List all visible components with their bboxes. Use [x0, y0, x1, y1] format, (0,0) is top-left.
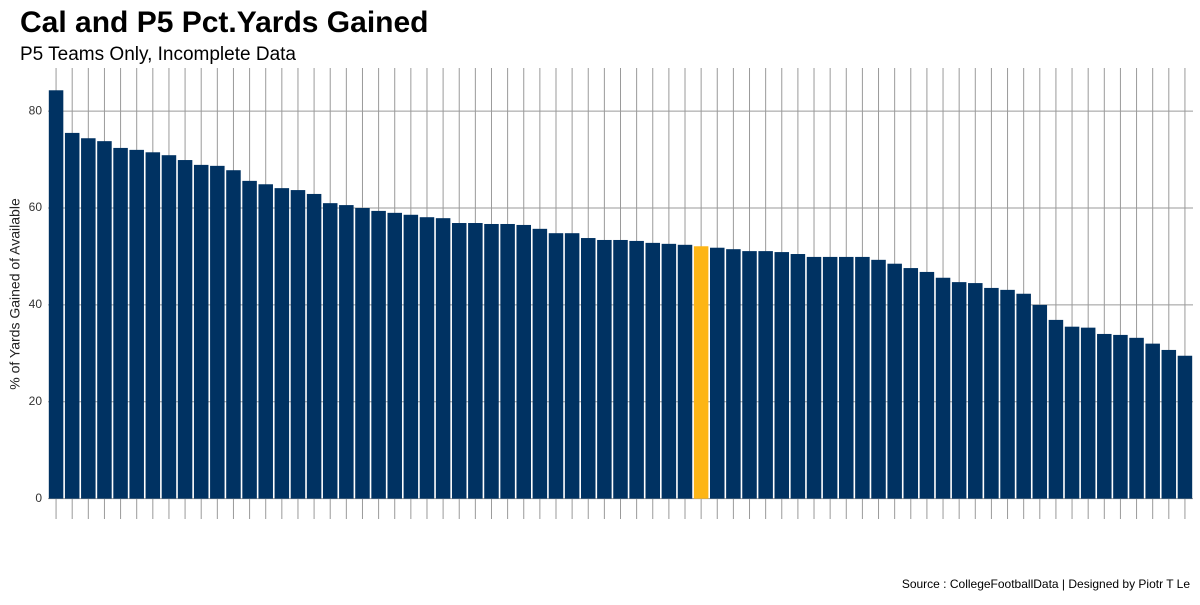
- bar: [564, 233, 580, 499]
- bar: [306, 193, 322, 499]
- bar: [710, 247, 725, 499]
- bar: [693, 246, 709, 499]
- bar: [242, 180, 257, 499]
- bar: [258, 184, 273, 499]
- bar: [968, 283, 983, 499]
- y-axis-label: % of Yards Gained of Available: [7, 198, 23, 390]
- bar: [97, 141, 112, 499]
- bar: [532, 228, 548, 499]
- bar: [1000, 289, 1015, 499]
- bar: [629, 240, 644, 499]
- y-tick-label: 60: [29, 200, 43, 214]
- bar: [1032, 304, 1048, 499]
- bar: [451, 223, 467, 499]
- bar: [129, 149, 144, 499]
- bar: [1113, 334, 1128, 499]
- bar: [339, 205, 354, 499]
- bar: [290, 190, 306, 499]
- bar: [177, 160, 193, 499]
- bar: [81, 138, 96, 499]
- bar: [371, 210, 386, 499]
- y-tick-label: 80: [29, 103, 43, 117]
- bar: [500, 223, 515, 499]
- bar: [435, 218, 451, 499]
- bar: [468, 223, 483, 499]
- bar: [48, 90, 64, 499]
- bar: [145, 152, 161, 499]
- bar: [226, 170, 241, 499]
- bar: [822, 256, 838, 499]
- bar: [661, 243, 677, 499]
- bar: [919, 271, 935, 499]
- bar: [580, 238, 596, 499]
- bar: [161, 155, 177, 499]
- bar: [1064, 326, 1080, 499]
- bar: [322, 203, 338, 499]
- bar: [1145, 343, 1160, 499]
- y-tick-label: 0: [35, 491, 42, 505]
- bar: [855, 256, 870, 499]
- bar: [1048, 319, 1064, 499]
- bar: [742, 251, 757, 499]
- bar: [613, 239, 628, 499]
- bar: [677, 244, 693, 499]
- bar: [839, 256, 854, 499]
- bar: [935, 277, 951, 499]
- bar: [1097, 333, 1112, 499]
- bar: [516, 224, 531, 499]
- bar: [597, 239, 612, 499]
- bar: [64, 132, 80, 499]
- bar: [193, 164, 209, 499]
- bar: [1177, 355, 1193, 499]
- bar: [774, 252, 790, 499]
- bar: [403, 214, 419, 499]
- bar: [951, 282, 967, 499]
- bar: [1129, 337, 1144, 499]
- bar: [984, 287, 999, 499]
- bar: [1080, 327, 1096, 499]
- bar: [1161, 349, 1177, 499]
- chart-subtitle: P5 Teams Only, Incomplete Data: [20, 44, 296, 65]
- bar: [419, 217, 435, 499]
- y-tick-label: 40: [29, 297, 43, 311]
- bar: [274, 188, 290, 499]
- bar: [484, 223, 499, 499]
- chart-title: Cal and P5 Pct.Yards Gained: [20, 6, 429, 39]
- bar: [790, 254, 806, 499]
- bar: [758, 251, 773, 499]
- bar: [645, 242, 661, 499]
- bar: [1016, 293, 1031, 499]
- bar: [871, 259, 886, 499]
- bar: [113, 147, 128, 499]
- bar: [355, 207, 370, 499]
- bar: [387, 212, 402, 499]
- bar: [806, 256, 822, 499]
- bar: [210, 165, 225, 499]
- caption: Source : CollegeFootballData | Designed …: [902, 577, 1190, 591]
- bar: [887, 263, 902, 499]
- y-tick-label: 20: [29, 394, 43, 408]
- bar: [726, 249, 741, 499]
- bar: [548, 233, 564, 499]
- bar: [903, 268, 919, 499]
